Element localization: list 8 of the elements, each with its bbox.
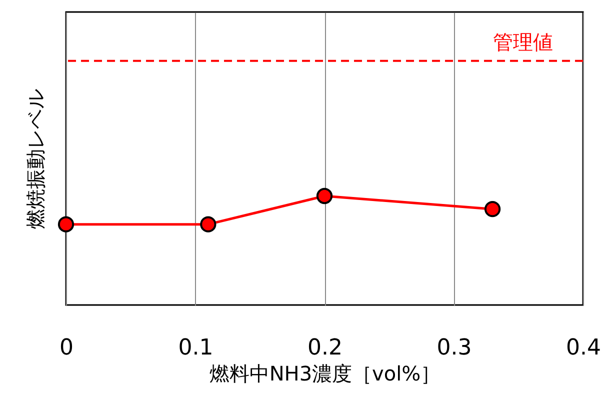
- x-tick-label: 0.3: [436, 336, 472, 360]
- ref-line-label: 管理値: [493, 30, 553, 54]
- x-tick-label: 0.1: [178, 336, 214, 360]
- x-tick-label: 0: [60, 336, 74, 360]
- x-tick-label: 0.2: [308, 336, 342, 360]
- y-axis-title: 燃焼振動レベル: [24, 89, 48, 229]
- x-axis-title: 燃料中NH3濃度［vol%］: [209, 362, 441, 386]
- x-tick-label: 0.4: [566, 336, 601, 360]
